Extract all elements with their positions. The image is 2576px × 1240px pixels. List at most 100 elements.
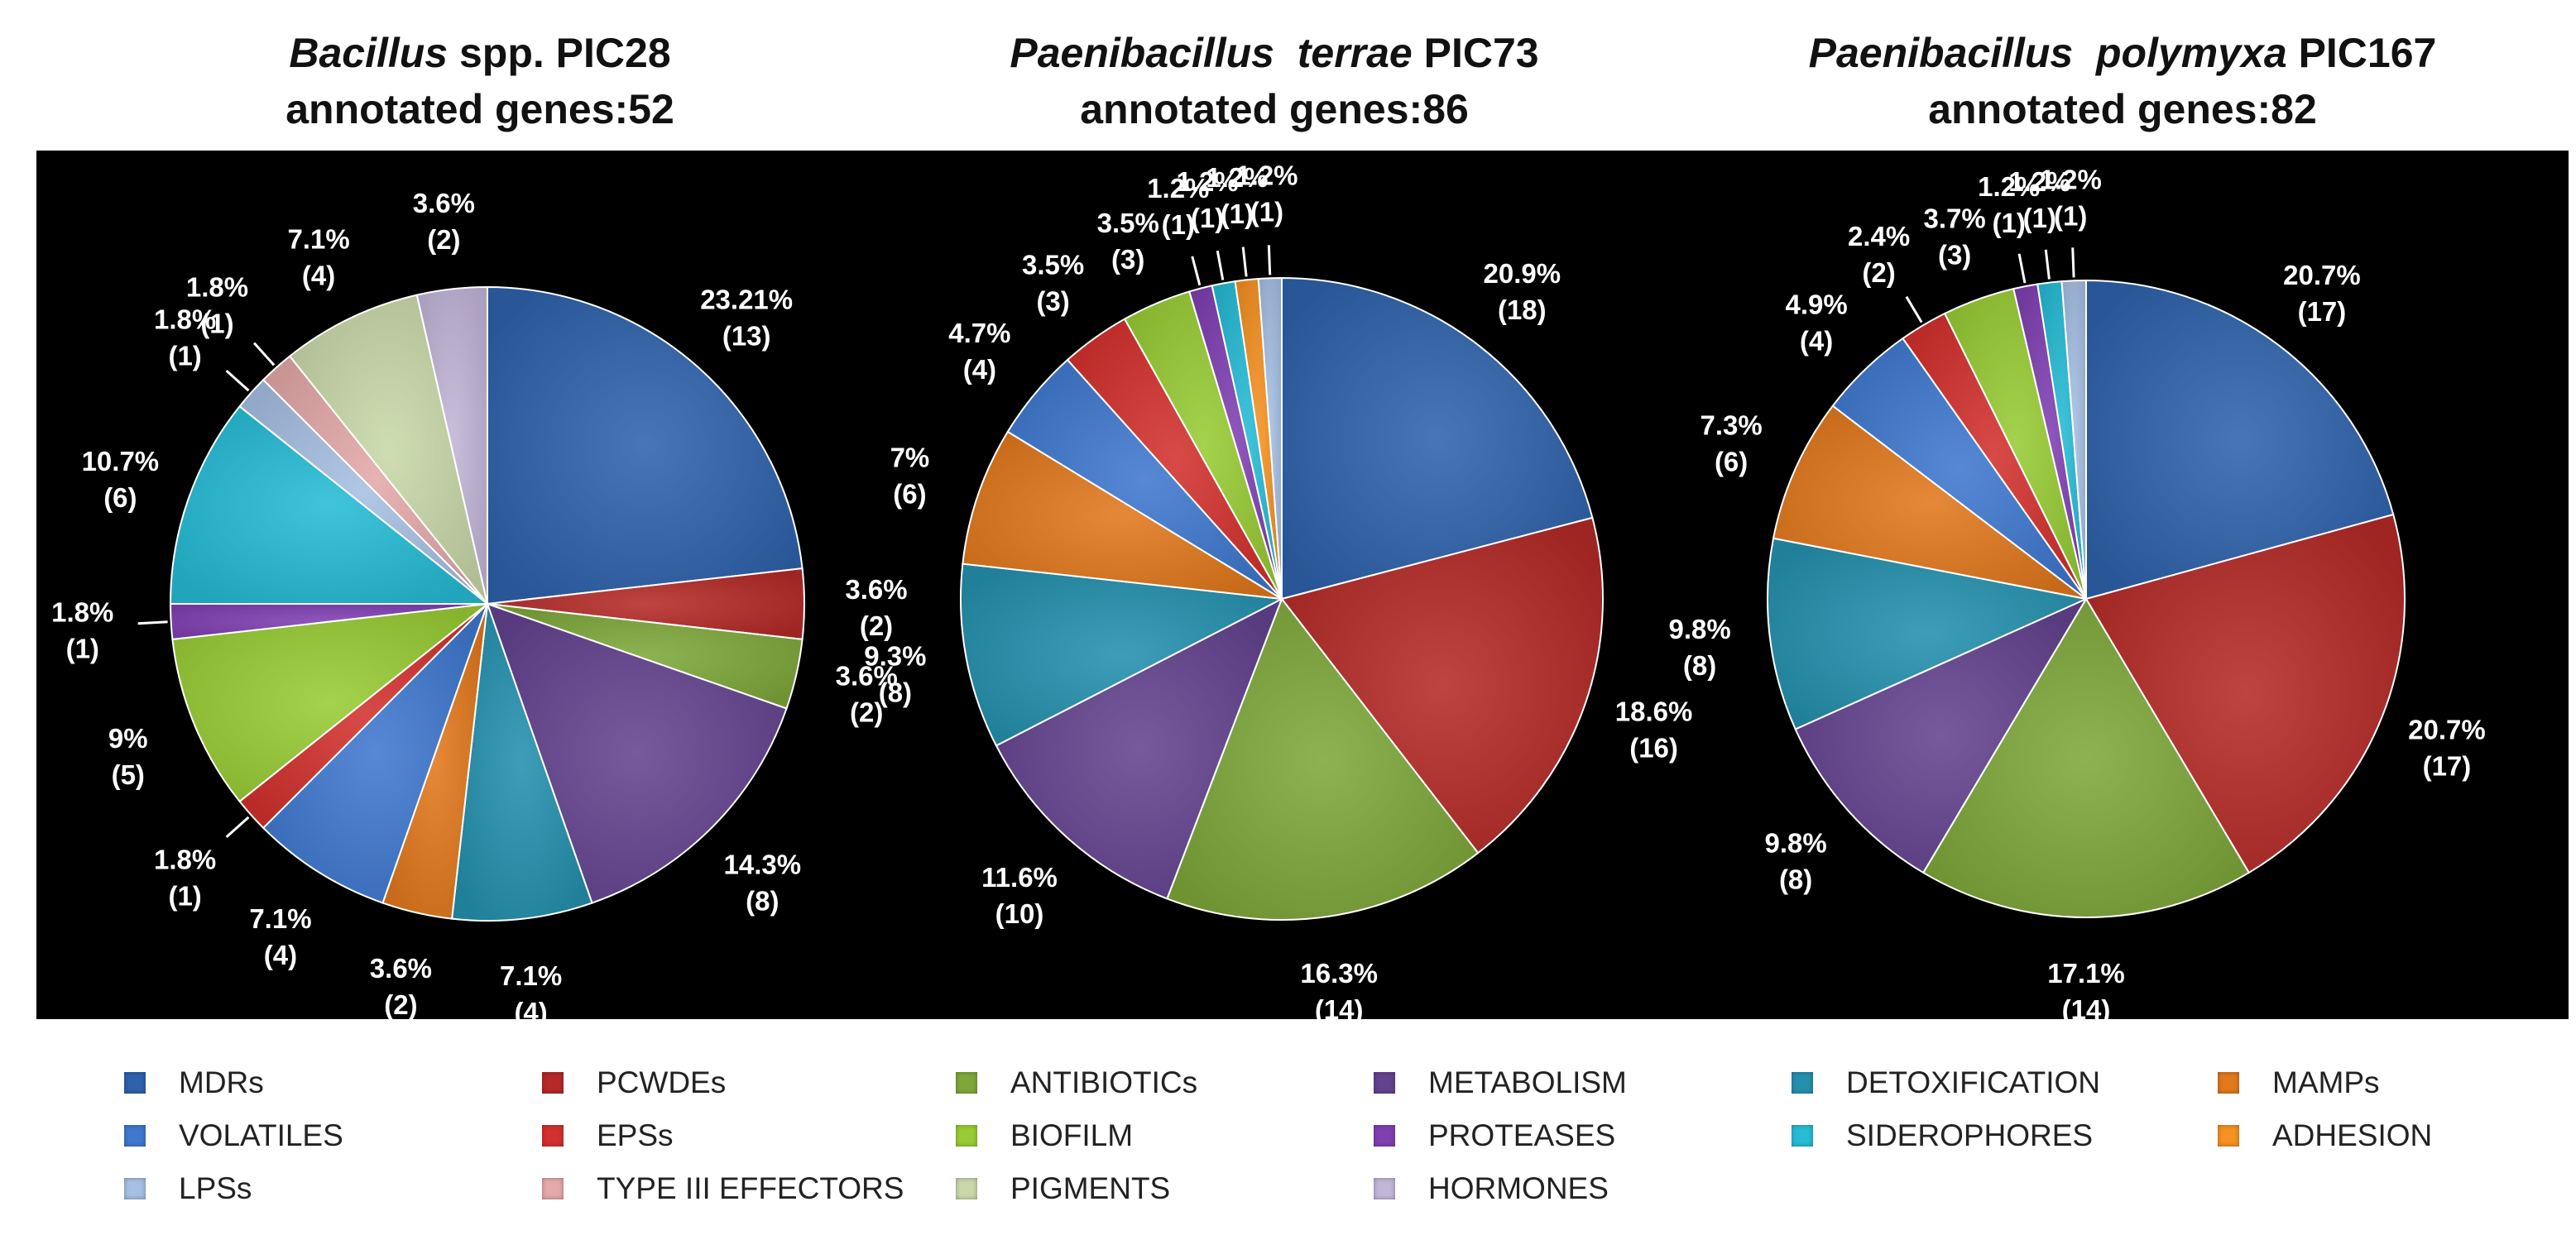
data-label-count: (1) [1162, 209, 1195, 240]
data-label-count: (1) [1250, 196, 1283, 227]
data-label-count: (4) [302, 261, 335, 291]
legend-item-metabolism: METABOLISM [1374, 1065, 1627, 1100]
data-label-count: (1) [1191, 203, 1224, 233]
data-label-count: (4) [1800, 325, 1833, 356]
data-label-count: (2) [860, 610, 893, 641]
data-label-pct: 20.7% [2408, 715, 2486, 745]
legend-swatch [2218, 1125, 2239, 1147]
legend-swatch [1374, 1178, 1395, 1199]
data-label-pct: 7.1% [287, 224, 349, 255]
leader-line [1905, 295, 1923, 323]
data-label-pct: 3.5% [1097, 208, 1159, 238]
data-label-count: (1) [168, 340, 201, 371]
pie-slice-detoxification [451, 603, 593, 922]
data-label-pct: 7.1% [249, 903, 311, 934]
pie-slice-detoxification [960, 563, 1285, 747]
data-label-count: (6) [1715, 447, 1748, 477]
leader-line [1216, 250, 1225, 280]
legend-label: PROTEASES [1428, 1118, 1616, 1152]
legend-swatch [124, 1125, 146, 1147]
legend-label: BIOFILM [1010, 1118, 1134, 1152]
legend-item-volatiles: VOLATILES [124, 1118, 343, 1153]
data-label-count: (1) [200, 309, 233, 339]
pie-slice-metabolism [486, 602, 788, 904]
data-label-pct: 7.1% [500, 960, 562, 991]
chart-area: 23.21% (13) 3.6% (2) 3.6% (2) 14.3% (8) 7.1% (4) 3… [36, 151, 2569, 1019]
legend-label: MDRs [179, 1065, 264, 1099]
legend-item-lpss: LPSs [124, 1171, 252, 1206]
leader-line [2071, 247, 2075, 278]
legend-item-detoxification: DETOXIFICATION [1792, 1065, 2100, 1100]
title-strain: PIC73 [1412, 30, 1539, 76]
legend-item-mamps: MAMPs [2218, 1065, 2380, 1100]
legend-label: MAMPs [2272, 1065, 2380, 1099]
legend-swatch [124, 1178, 146, 1199]
legend-swatch [956, 1178, 977, 1199]
data-label-pct: 14.3% [724, 849, 802, 879]
data-label-count: (18) [1498, 294, 1547, 325]
data-label-pct: 1.8% [186, 272, 248, 303]
data-label-pct: 3.6% [845, 574, 907, 605]
chart-title-pic167: Paenibacillus polymyxa PIC167 annotated … [1692, 25, 2553, 137]
data-label-count: (17) [2423, 751, 2472, 782]
pie-chart-3: 20.7% (17) 20.7% (17) 17.1% (14) 9.8% (8) 9.8% (8… [1668, 164, 2485, 1019]
data-label-pct: 4.7% [948, 318, 1010, 348]
legend-item-proteases: PROTEASES [1374, 1118, 1615, 1153]
data-label-pct: 16.3% [1300, 958, 1378, 989]
data-label-count: (5) [112, 759, 145, 790]
pie-slice-pcwdes [2084, 513, 2406, 874]
data-label-count: (2) [1862, 257, 1895, 288]
legend-swatch [1792, 1072, 1813, 1094]
legend-swatch [1374, 1072, 1395, 1094]
legend-label: TYPE III EFFECTORS [597, 1171, 904, 1205]
data-label-count: (8) [1683, 650, 1716, 681]
data-label-count: (1) [1221, 199, 1254, 229]
leader-line [2017, 253, 2027, 284]
data-label-pct: 9.8% [1765, 828, 1827, 859]
data-label-count: (3) [1938, 240, 1971, 271]
data-label-count: (2) [384, 989, 417, 1019]
legend-label: ANTIBIOTICs [1010, 1065, 1198, 1099]
data-label-pct: 9% [108, 723, 148, 754]
data-label-pct: 3.6% [836, 661, 898, 692]
data-label-count: (8) [1779, 864, 1812, 895]
legend-item-pcwdes: PCWDEs [542, 1065, 726, 1100]
data-label-pct: 1.2% [1235, 160, 1298, 190]
data-label-pct: 1.2% [2040, 164, 2102, 194]
data-label-count: (13) [722, 321, 771, 352]
data-label-pct: 1.2% [2008, 166, 2070, 197]
legend-item-pigments: PIGMENTS [956, 1171, 1170, 1206]
data-label-count: (1) [1993, 208, 2026, 238]
data-label-pct: 3.7% [1924, 203, 1986, 234]
legend-swatch [956, 1072, 977, 1094]
leader-line [253, 342, 276, 366]
data-label-pct: 3.6% [370, 953, 432, 984]
title-species: Paenibacillus terrae [1010, 30, 1413, 76]
data-label-count: (8) [879, 677, 912, 707]
title-species: Paenibacillus polymyxa [1808, 30, 2287, 76]
data-label-pct: 1.2% [1206, 162, 1268, 193]
chart-subtitle: annotated genes:52 [285, 86, 674, 132]
data-label-pct: 4.9% [1785, 289, 1847, 319]
legend-swatch [2218, 1072, 2239, 1094]
data-label-count: (1) [2023, 203, 2056, 233]
legend-item-type-iii-effectors: TYPE III EFFECTORS [542, 1171, 904, 1206]
pie-charts: 23.21% (13) 3.6% (2) 3.6% (2) 14.3% (8) 7.1% (4) 3… [51, 160, 2486, 1019]
legend-item-biofilm: BIOFILM [956, 1118, 1133, 1153]
title-strain: PIC167 [2286, 30, 2437, 76]
data-label-pct: 9.3% [864, 640, 926, 671]
pie-slice-volatiles [261, 603, 488, 904]
data-label-count: (10) [995, 898, 1044, 929]
data-label-count: (6) [103, 482, 137, 513]
data-label-pct: 1.8% [154, 304, 216, 334]
legend-label: SIDEROPHORES [1846, 1118, 2094, 1152]
data-label-pct: 3.5% [1022, 250, 1084, 280]
data-label-pct: 1.2% [1978, 171, 2040, 202]
data-label-count: (1) [66, 633, 99, 663]
data-label-count: (4) [963, 354, 996, 385]
pie-chart-1: 23.21% (13) 3.6% (2) 3.6% (2) 14.3% (8) 7.1% (4) 3… [51, 188, 907, 1019]
data-label-count: (14) [1315, 994, 1364, 1019]
legend-swatch [542, 1125, 564, 1147]
data-label-count: (8) [746, 885, 779, 916]
data-label-pct: 1.2% [1176, 166, 1238, 197]
